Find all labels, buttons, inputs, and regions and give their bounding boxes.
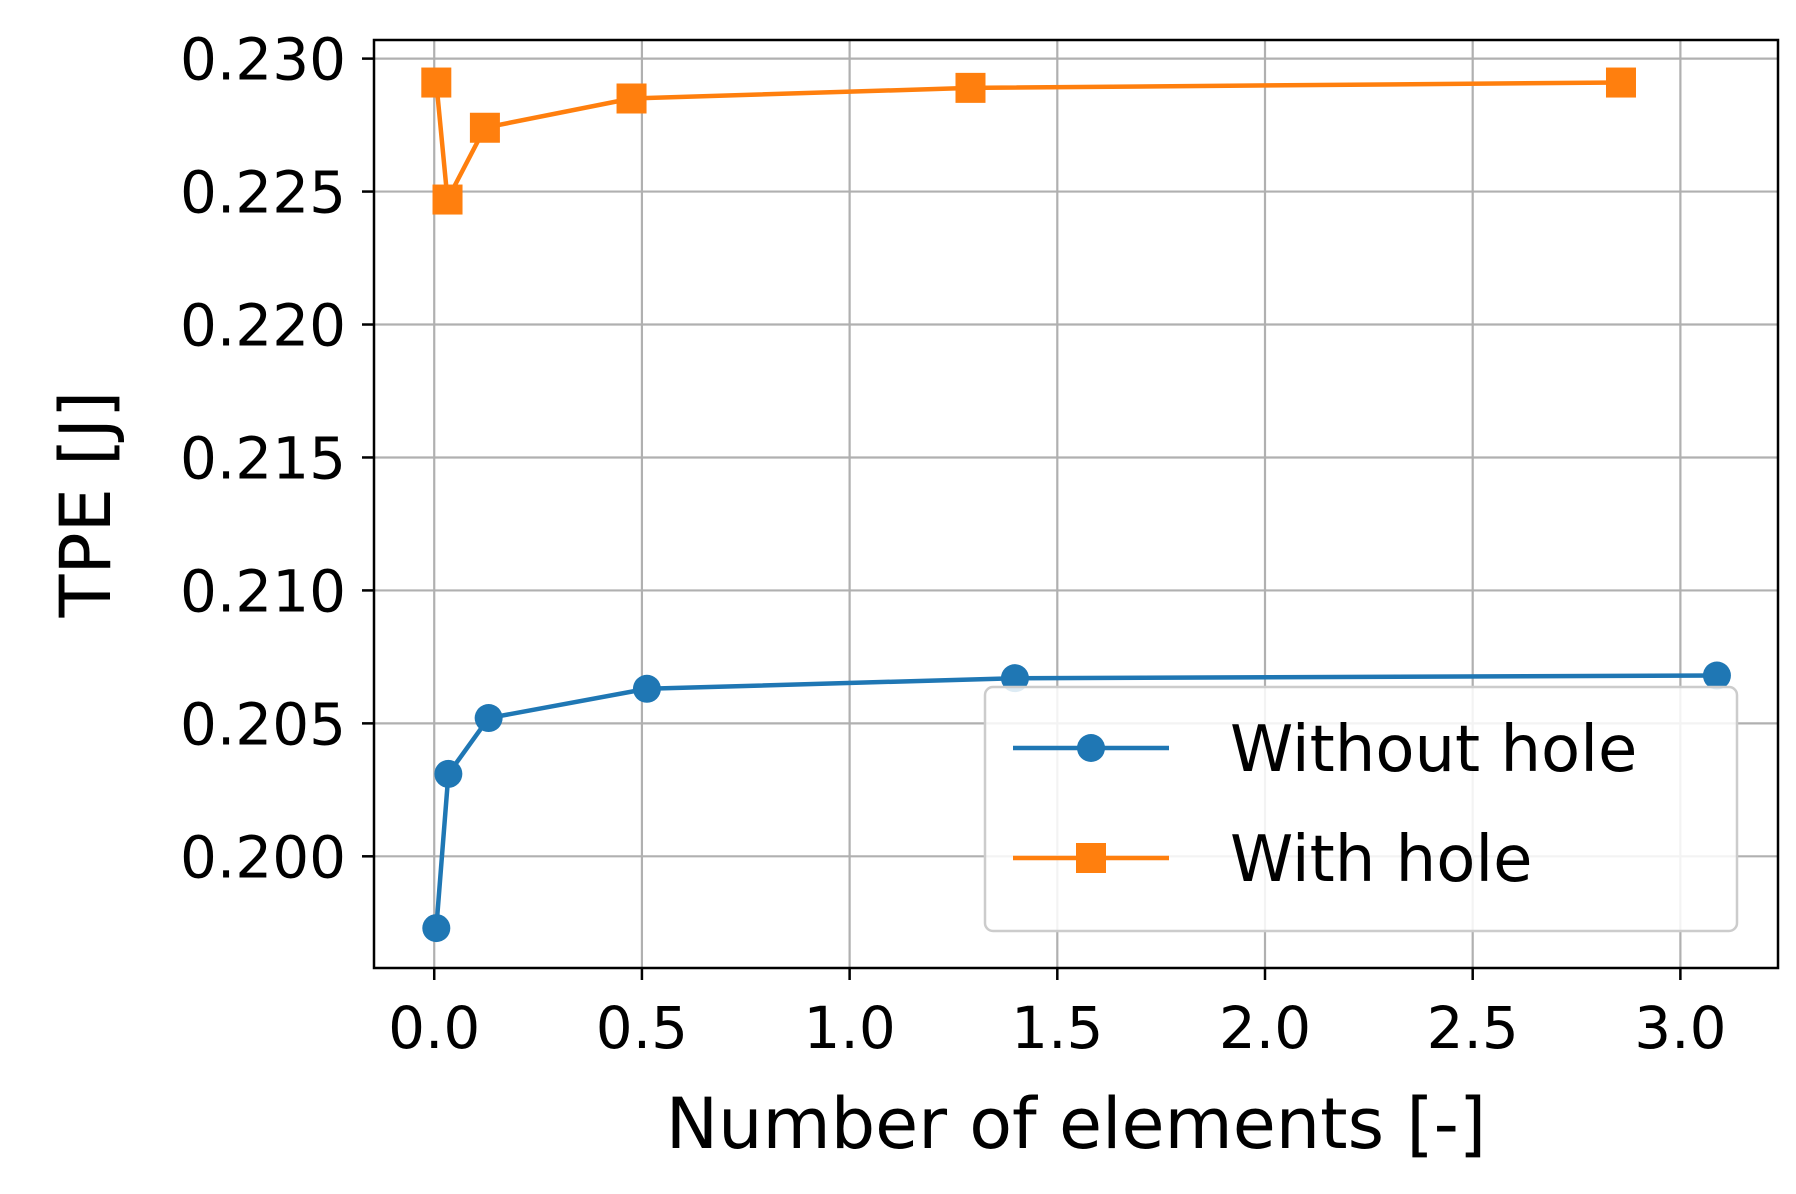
series-lines (434, 80, 1717, 929)
data-point-with-hole (432, 184, 463, 215)
data-point-with-hole (421, 67, 452, 98)
legend-box (983, 685, 1739, 933)
data-point-without-hole (1702, 661, 1731, 690)
x-tick-label: 0.5 (596, 994, 688, 1062)
y-tick-label: 0.210 (180, 557, 346, 625)
data-point-without-hole (422, 914, 451, 943)
y-tick-label: 0.220 (180, 292, 346, 360)
x-tick-label: 1.0 (803, 994, 895, 1062)
y-tick-label: 0.205 (180, 690, 346, 758)
x-tick-label: 1.5 (1011, 994, 1103, 1062)
x-axis-label: Number of elements [-] (666, 1083, 1486, 1165)
grid-lines (374, 40, 1778, 968)
x-tick-label: 2.5 (1427, 994, 1519, 1062)
series-line-without-hole (434, 673, 1717, 929)
axis-ticks: 0.0 0.5 1.0 1.5 2.0 2.5 3.0 0.200 0.205 0.210 0.21… (180, 26, 1727, 1062)
x-tick-label: 0.0 (388, 994, 480, 1062)
legend: Without hole With hole (983, 685, 1739, 933)
y-tick-label: 0.200 (180, 823, 346, 891)
y-tick-label: 0.215 (180, 424, 346, 492)
y-tick-label: 0.230 (180, 26, 346, 94)
x-tick-label: 3.0 (1634, 994, 1726, 1062)
data-point-with-hole (616, 83, 647, 114)
y-axis-label: TPE [J] (45, 391, 127, 619)
legend-label-with-hole: With hole (1230, 823, 1533, 897)
legend-label-without-hole: Without hole (1230, 713, 1637, 787)
x-tick-label: 2.0 (1219, 994, 1311, 1062)
data-point-with-hole (955, 72, 986, 103)
series-markers (421, 67, 1731, 943)
data-point-without-hole (434, 759, 463, 788)
y-tick-label: 0.225 (180, 159, 346, 227)
data-point-with-hole (469, 112, 500, 143)
series-line-with-hole (434, 80, 1622, 202)
legend-marker-without-hole (1077, 734, 1105, 762)
legend-marker-with-hole (1076, 843, 1106, 873)
plot-area-frame (372, 38, 1780, 970)
data-point-without-hole (1000, 664, 1029, 693)
data-point-without-hole (632, 674, 661, 703)
data-point-without-hole (474, 704, 503, 733)
data-point-with-hole (1605, 67, 1636, 98)
